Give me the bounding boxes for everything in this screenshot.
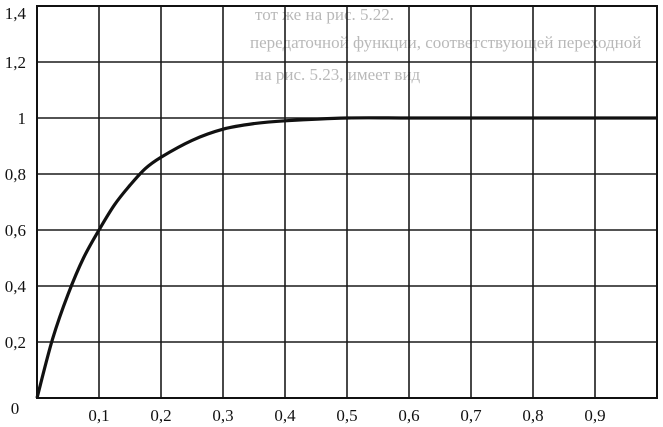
y-tick-label: 0 — [11, 399, 20, 418]
y-tick-label: 0,8 — [5, 165, 26, 184]
background-text: тот же на рис. 5.22. передаточной функции… — [250, 5, 641, 84]
x-tick-label: 0,7 — [460, 406, 482, 425]
background-text-line: на рис. 5.23, имеет вид — [255, 65, 421, 84]
x-tick-label: 0,5 — [336, 406, 357, 425]
x-axis-ticks: 0,1 0,2 0,3 0,4 0,5 0,6 0,7 0,8 0,9 — [88, 406, 605, 425]
y-axis-ticks: 0 0,2 0,4 0,6 0,8 1 1,2 1,4 — [5, 4, 27, 418]
y-tick-label: 1,4 — [5, 4, 27, 23]
background-text-line: передаточной функции, соответствующей пе… — [250, 33, 641, 52]
x-tick-label: 0,6 — [398, 406, 419, 425]
x-tick-label: 0,4 — [274, 406, 296, 425]
series-line — [35, 116, 657, 399]
x-tick-label: 0,2 — [150, 406, 171, 425]
y-tick-label: 0,2 — [5, 333, 26, 352]
x-tick-label: 0,9 — [584, 406, 605, 425]
x-tick-label: 0,3 — [212, 406, 233, 425]
grid — [37, 6, 657, 398]
y-tick-label: 1 — [18, 109, 27, 128]
y-tick-label: 0,4 — [5, 277, 27, 296]
background-text-line: тот же на рис. 5.22. — [255, 5, 394, 24]
y-tick-label: 0,6 — [5, 221, 26, 240]
x-tick-label: 0,8 — [522, 406, 543, 425]
plot-frame — [36, 5, 658, 399]
y-tick-label: 1,2 — [5, 53, 26, 72]
x-tick-label: 0,1 — [88, 406, 109, 425]
